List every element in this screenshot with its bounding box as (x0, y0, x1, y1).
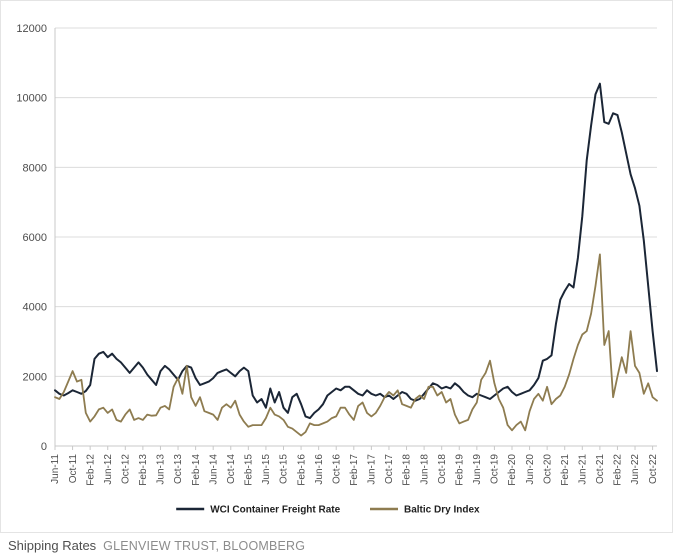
x-tick-label: Oct-12 (121, 454, 132, 484)
caption-title: Shipping Rates (8, 538, 97, 553)
x-tick-label: Jun-20 (525, 454, 536, 485)
x-tick-label: Jun-13 (156, 454, 167, 485)
x-tick-label: Jun-21 (577, 454, 588, 485)
x-tick-label: Oct-20 (542, 454, 553, 484)
x-tick-label: Oct-15 (279, 454, 290, 484)
x-tick-label: Oct-17 (384, 454, 395, 484)
y-tick-label: 0 (41, 441, 47, 453)
x-tick-label: Feb-18 (402, 454, 413, 486)
x-tick-label: Oct-14 (226, 454, 237, 484)
x-tick-label: Feb-16 (296, 454, 307, 486)
x-tick-label: Oct-18 (437, 454, 448, 484)
shipping-rates-chart: 0 2000 4000 6000 8000 10000 12000 Jun-11 Oct-11 F… (16, 23, 659, 516)
x-tick-label: Oct-13 (173, 454, 184, 484)
x-tick-label: Feb-13 (138, 454, 149, 486)
x-tick-label: Feb-14 (191, 454, 202, 486)
x-tick-label: Oct-19 (490, 454, 501, 484)
caption-source: GLENVIEW TRUST, BLOOMBERG (103, 539, 306, 553)
x-tick-label: Jun-14 (208, 454, 219, 485)
x-tick-label: Oct-21 (595, 454, 606, 484)
x-tick-label: Feb-22 (613, 454, 624, 486)
chart-area: 0 2000 4000 6000 8000 10000 12000 Jun-11 Oct-11 F… (0, 0, 673, 533)
x-tick-label: Jun-11 (50, 454, 61, 484)
series-line-baltic (54, 253, 658, 437)
x-tick-label: Jun-19 (472, 454, 483, 485)
x-tick-label: Oct-22 (648, 454, 659, 484)
x-tick-label: Jun-12 (103, 454, 114, 485)
x-tick-label: Feb-21 (560, 454, 571, 486)
x-tick-label: Feb-20 (507, 454, 518, 486)
x-tick-label: Feb-17 (349, 454, 360, 486)
x-tick-label: Feb-19 (454, 454, 465, 486)
y-tick-label: 8000 (23, 162, 47, 174)
caption: Shipping Rates GLENVIEW TRUST, BLOOMBERG (0, 533, 673, 559)
x-tick-label: Jun-17 (367, 454, 378, 485)
x-tick-label: Feb-15 (244, 454, 255, 486)
legend-label-wci: WCI Container Freight Rate (210, 505, 340, 516)
x-tick-label: Jun-16 (314, 454, 325, 485)
x-tick-label: Jun-22 (630, 454, 641, 485)
x-tick-label: Oct-11 (68, 454, 79, 484)
x-tick-label: Feb-12 (85, 454, 96, 486)
legend-label-baltic: Baltic Dry Index (404, 505, 480, 516)
x-tick-label: Jun-18 (419, 454, 430, 485)
y-tick-label: 6000 (23, 232, 47, 244)
y-tick-label: 10000 (16, 93, 47, 105)
y-tick-label: 2000 (23, 371, 47, 383)
x-tick-label: Oct-16 (331, 454, 342, 484)
x-tick-label: Jun-15 (261, 454, 272, 485)
series-line-wci (54, 82, 658, 420)
y-tick-label: 4000 (23, 302, 47, 314)
y-tick-label: 12000 (16, 23, 47, 35)
